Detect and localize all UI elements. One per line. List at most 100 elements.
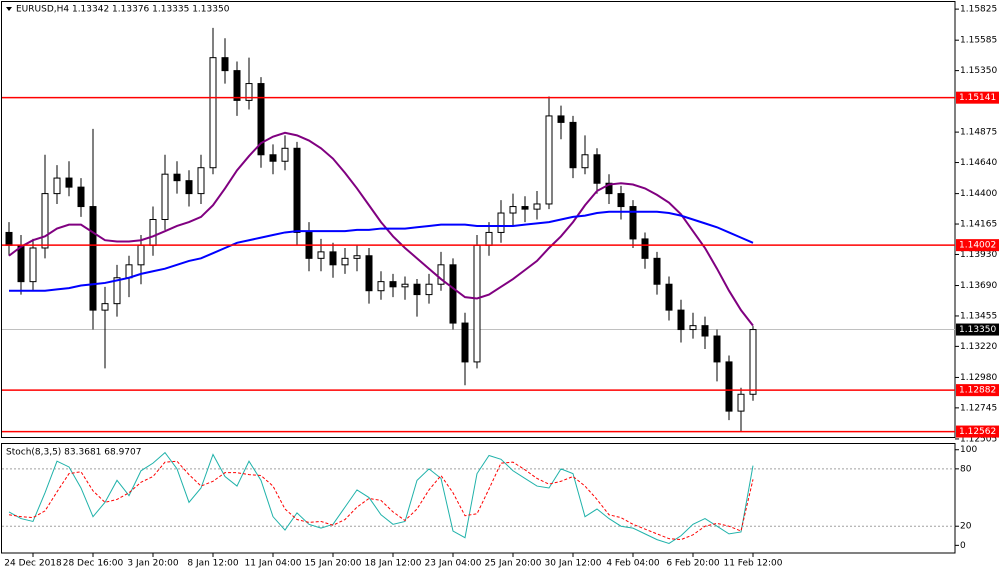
candle-body bbox=[713, 335, 721, 363]
candle-body bbox=[281, 147, 289, 162]
x-tick-label: 24 Dec 2018 bbox=[4, 559, 62, 569]
y-tick-label: 1.15350 bbox=[960, 66, 997, 76]
x-tick-label: 3 Jan 20:00 bbox=[127, 559, 179, 569]
candle-body bbox=[65, 177, 73, 188]
candle-body bbox=[125, 264, 133, 279]
candle-body bbox=[365, 255, 373, 292]
candle-body bbox=[557, 115, 565, 123]
candle-body bbox=[161, 173, 169, 220]
candle-body bbox=[29, 247, 37, 283]
candle-body bbox=[221, 57, 229, 72]
candle-body bbox=[749, 329, 757, 395]
x-tick-label: 11 Jan 04:00 bbox=[245, 559, 302, 569]
candle-body bbox=[5, 231, 13, 246]
candle-body bbox=[593, 154, 601, 184]
y-tick-label: 100 bbox=[960, 445, 977, 455]
candle-body bbox=[77, 186, 85, 208]
stoch-panel-frame bbox=[1, 443, 956, 554]
level-label-box bbox=[956, 425, 999, 438]
candle-body bbox=[377, 281, 385, 292]
x-tick-label: 8 Jan 12:00 bbox=[187, 559, 239, 569]
level-label: 1.15141 bbox=[959, 93, 996, 103]
candle-body bbox=[485, 231, 493, 246]
candle-body bbox=[617, 193, 625, 208]
x-tick-label: 4 Feb 04:00 bbox=[606, 559, 660, 569]
candle-body bbox=[269, 154, 277, 162]
y-tick-label: 1.13455 bbox=[960, 311, 997, 321]
candle-body bbox=[521, 206, 529, 210]
last-price-label: 1.13350 bbox=[959, 325, 996, 335]
candle-body bbox=[665, 283, 673, 311]
candle-body bbox=[437, 264, 445, 285]
candle-body bbox=[137, 244, 145, 266]
stoch-line bbox=[8, 460, 754, 541]
last-price-box bbox=[956, 323, 999, 336]
y-tick-label: 1.12505 bbox=[960, 434, 997, 444]
y-tick-label: 1.14400 bbox=[960, 189, 997, 199]
y-tick-label: 1.13220 bbox=[960, 342, 997, 352]
candle-body bbox=[185, 180, 193, 195]
x-tick-label: 18 Jan 12:00 bbox=[365, 559, 422, 569]
level-label-box bbox=[956, 239, 999, 252]
level-label-box bbox=[956, 91, 999, 104]
candle-body bbox=[473, 244, 481, 363]
y-tick-label: 1.15585 bbox=[960, 36, 997, 46]
candle-body bbox=[389, 281, 397, 288]
candle-body bbox=[569, 121, 577, 169]
candle-body bbox=[449, 264, 457, 324]
y-tick-label: 20 bbox=[960, 522, 972, 532]
candle-body bbox=[197, 167, 205, 195]
y-tick-label: 1.12980 bbox=[960, 373, 997, 383]
x-tick-label: 30 Jan 12:00 bbox=[545, 559, 602, 569]
y-tick-label: 1.12745 bbox=[960, 403, 997, 413]
candle-body bbox=[533, 203, 541, 210]
candle-body bbox=[401, 283, 409, 288]
level-label-box bbox=[956, 384, 999, 397]
x-tick-label: 11 Feb 12:00 bbox=[723, 559, 782, 569]
candle-body bbox=[545, 115, 553, 205]
candle-body bbox=[509, 206, 517, 214]
candle-body bbox=[425, 283, 433, 296]
candle-body bbox=[353, 255, 361, 259]
main-panel-frame bbox=[1, 1, 956, 438]
y-tick-label: 80 bbox=[960, 464, 972, 474]
x-tick-label: 25 Jan 20:00 bbox=[485, 559, 542, 569]
candle-body bbox=[677, 309, 685, 331]
candle-body bbox=[413, 283, 421, 296]
menu-arrow[interactable] bbox=[6, 7, 12, 11]
y-tick-label: 1.13930 bbox=[960, 250, 997, 260]
y-tick-label: 1.13690 bbox=[960, 281, 997, 291]
y-tick-label: 0 bbox=[960, 541, 966, 551]
level-label: 1.14002 bbox=[959, 241, 996, 251]
candle-body bbox=[701, 325, 709, 337]
y-tick-label: 1.14640 bbox=[960, 158, 997, 168]
candle-body bbox=[725, 361, 733, 412]
y-tick-label: 1.14165 bbox=[960, 220, 997, 230]
stoch-line bbox=[8, 451, 754, 544]
chart-title: EURUSD,H4 1.13342 1.13376 1.13335 1.1335… bbox=[16, 5, 230, 15]
candle-body bbox=[317, 251, 325, 259]
level-label: 1.12882 bbox=[959, 386, 996, 396]
candle-body bbox=[233, 70, 241, 101]
stoch-title: Stoch(8,3,5) 83.3681 68.9707 bbox=[6, 448, 141, 458]
candle-body bbox=[53, 177, 61, 195]
x-tick-label: 6 Feb 20:00 bbox=[666, 559, 720, 569]
candle-body bbox=[17, 244, 25, 283]
y-tick-label: 1.15825 bbox=[960, 5, 997, 15]
candle-body bbox=[737, 393, 745, 412]
candle-body bbox=[629, 206, 637, 240]
candle-body bbox=[89, 206, 97, 311]
candle-body bbox=[209, 57, 217, 169]
candle-body bbox=[689, 325, 697, 331]
candle-body bbox=[605, 182, 613, 195]
candle-body bbox=[149, 219, 157, 246]
x-tick-label: 23 Jan 04:00 bbox=[425, 559, 482, 569]
candle-body bbox=[329, 251, 337, 266]
candle-body bbox=[245, 83, 253, 101]
y-tick-label: 1.14875 bbox=[960, 128, 997, 138]
candle-body bbox=[581, 154, 589, 169]
candle-body bbox=[653, 257, 661, 285]
moving-average bbox=[8, 131, 754, 327]
